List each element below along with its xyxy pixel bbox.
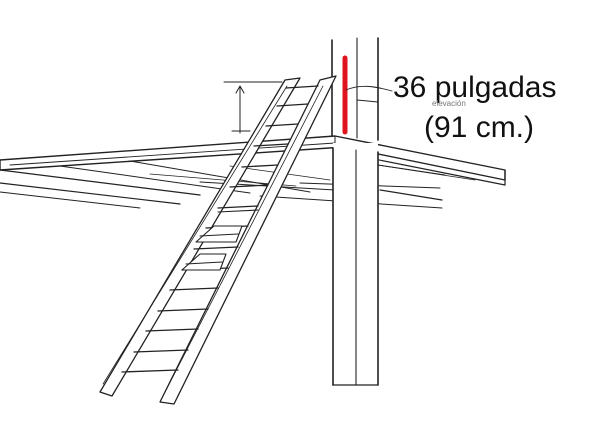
ladder-locks [181,209,259,271]
tiny-caption: elevación [432,99,466,108]
height-label: 36 pulgadas [393,71,557,104]
ladder [99,75,337,405]
label-leader [345,85,393,92]
height-marker [223,81,283,134]
column [331,37,379,386]
metric-label: (91 cm.) [424,111,535,144]
